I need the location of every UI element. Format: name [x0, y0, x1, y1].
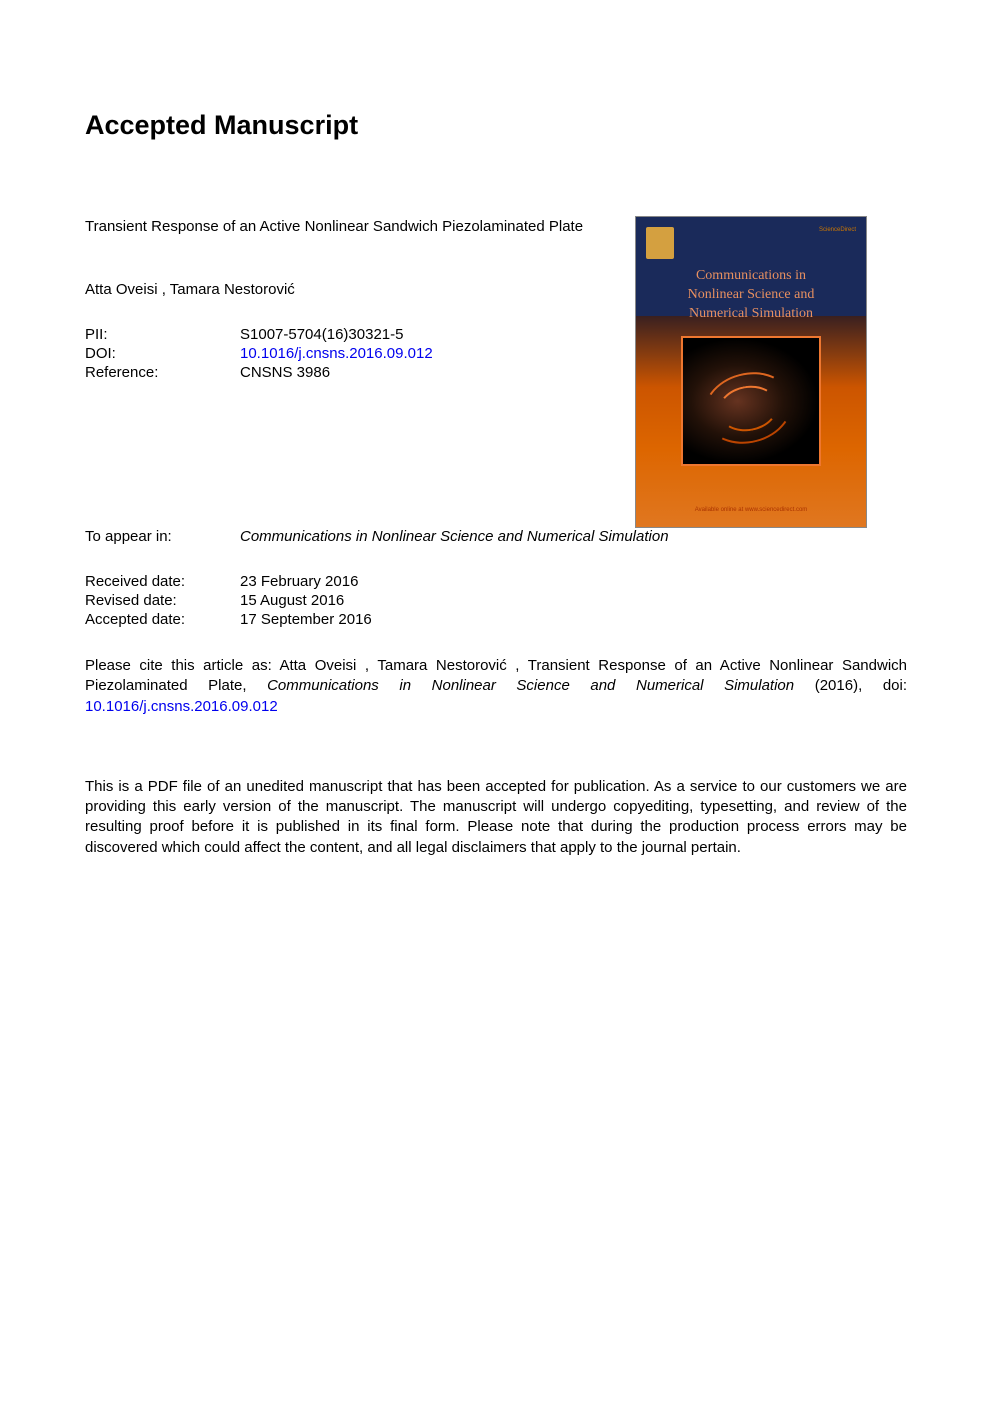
to-appear-row: To appear in: Communications in Nonlinea… — [85, 528, 907, 545]
authors: Atta Oveisi , Tamara Nestorović — [85, 281, 605, 298]
disclaimer-block: This is a PDF file of an unedited manusc… — [85, 777, 907, 858]
received-value: 23 February 2016 — [240, 573, 907, 590]
manuscript-title: Transient Response of an Active Nonlinea… — [85, 216, 605, 237]
revised-label: Revised date: — [85, 592, 240, 609]
citation-year-doi-prefix: (2016), doi: — [794, 677, 907, 694]
citation-journal: Communications in Nonlinear Science and … — [267, 677, 794, 694]
metadata-row-pii: PII: S1007-5704(16)30321-5 — [85, 326, 605, 343]
journal-cover: ScienceDirect Communications in Nonlinea… — [635, 216, 867, 528]
cover-title-line1: Communications in — [646, 267, 856, 286]
reference-label: Reference: — [85, 364, 240, 381]
dates-table: Received date: 23 February 2016 Revised … — [85, 573, 907, 628]
elsevier-logo-icon — [646, 227, 674, 259]
accepted-label: Accepted date: — [85, 611, 240, 628]
date-row-accepted: Accepted date: 17 September 2016 — [85, 611, 907, 628]
doi-label: DOI: — [85, 345, 240, 362]
cover-corner-text: ScienceDirect — [819, 227, 856, 233]
to-appear-label: To appear in: — [85, 528, 240, 545]
content-area: Transient Response of an Active Nonlinea… — [85, 216, 907, 528]
cover-header: ScienceDirect — [646, 227, 856, 259]
cover-title: Communications in Nonlinear Science and … — [646, 267, 856, 324]
reference-value: CNSNS 3986 — [240, 364, 605, 381]
metadata-row-doi: DOI: 10.1016/j.cnsns.2016.09.012 — [85, 345, 605, 362]
pii-label: PII: — [85, 326, 240, 343]
metadata-table: PII: S1007-5704(16)30321-5 DOI: 10.1016/… — [85, 326, 605, 381]
left-column: Transient Response of an Active Nonlinea… — [85, 216, 605, 528]
pii-value: S1007-5704(16)30321-5 — [240, 326, 605, 343]
citation-block: Please cite this article as: Atta Oveisi… — [85, 656, 907, 717]
received-label: Received date: — [85, 573, 240, 590]
metadata-row-reference: Reference: CNSNS 3986 — [85, 364, 605, 381]
cover-swirl-image — [681, 336, 821, 466]
date-row-received: Received date: 23 February 2016 — [85, 573, 907, 590]
cover-bottom-text: Available online at www.sciencedirect.co… — [636, 507, 866, 513]
citation-doi-link[interactable]: 10.1016/j.cnsns.2016.09.012 — [85, 698, 278, 715]
cover-title-line3: Numerical Simulation — [646, 305, 856, 324]
doi-link[interactable]: 10.1016/j.cnsns.2016.09.012 — [240, 345, 605, 362]
to-appear-value: Communications in Nonlinear Science and … — [240, 528, 669, 545]
page-heading: Accepted Manuscript — [85, 110, 907, 141]
cover-title-line2: Nonlinear Science and — [646, 286, 856, 305]
accepted-value: 17 September 2016 — [240, 611, 907, 628]
revised-value: 15 August 2016 — [240, 592, 907, 609]
date-row-revised: Revised date: 15 August 2016 — [85, 592, 907, 609]
